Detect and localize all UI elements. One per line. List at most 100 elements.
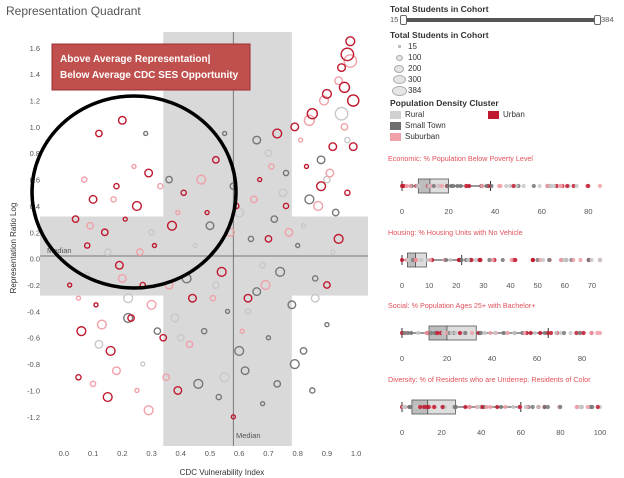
data-point[interactable] bbox=[325, 168, 335, 178]
slider-handle-max[interactable] bbox=[594, 15, 601, 25]
boxplot-point[interactable] bbox=[484, 183, 489, 189]
data-point[interactable] bbox=[234, 345, 245, 357]
boxplot-point[interactable] bbox=[498, 183, 503, 189]
data-point[interactable] bbox=[306, 108, 319, 120]
data-point[interactable] bbox=[331, 208, 340, 217]
data-point[interactable] bbox=[334, 76, 344, 86]
data-point[interactable] bbox=[249, 195, 258, 204]
boxplot-point[interactable] bbox=[459, 257, 464, 263]
boxplot-point[interactable] bbox=[409, 330, 414, 336]
data-point[interactable] bbox=[270, 215, 279, 224]
data-point[interactable] bbox=[273, 379, 282, 388]
boxplot-point[interactable] bbox=[521, 183, 526, 189]
data-point[interactable] bbox=[318, 95, 330, 106]
data-point[interactable] bbox=[123, 312, 134, 324]
boxplot-point[interactable] bbox=[511, 183, 516, 189]
boxplot-point[interactable] bbox=[429, 330, 434, 336]
boxplot-point[interactable] bbox=[558, 330, 563, 336]
boxplot-point[interactable] bbox=[540, 257, 546, 263]
boxplot-point[interactable] bbox=[545, 183, 550, 189]
data-point[interactable] bbox=[252, 287, 262, 297]
data-point[interactable] bbox=[176, 333, 185, 342]
boxplot-point[interactable] bbox=[458, 183, 463, 189]
boxplot-point[interactable] bbox=[530, 257, 536, 263]
boxplot-point[interactable] bbox=[597, 257, 603, 263]
data-point[interactable] bbox=[89, 380, 97, 388]
boxplot-point[interactable] bbox=[428, 257, 433, 263]
boxplot-point[interactable] bbox=[488, 330, 493, 336]
boxplot-point[interactable] bbox=[574, 404, 579, 410]
boxplot-point[interactable] bbox=[487, 257, 492, 263]
data-point[interactable] bbox=[278, 188, 288, 198]
boxplot-point[interactable] bbox=[586, 183, 591, 189]
data-point[interactable] bbox=[259, 261, 266, 269]
boxplot-point[interactable] bbox=[444, 257, 449, 263]
data-point[interactable] bbox=[303, 163, 310, 170]
boxplot-point[interactable] bbox=[399, 257, 405, 263]
data-point[interactable] bbox=[113, 182, 120, 190]
boxplot-point[interactable] bbox=[401, 183, 406, 189]
boxplot-point[interactable] bbox=[448, 257, 453, 263]
data-point[interactable] bbox=[290, 122, 300, 132]
data-point[interactable] bbox=[346, 94, 360, 107]
data-point[interactable] bbox=[180, 189, 187, 197]
boxplot-point[interactable] bbox=[577, 330, 582, 336]
data-point[interactable] bbox=[117, 115, 127, 125]
boxplot-point[interactable] bbox=[532, 330, 538, 336]
boxplot-point[interactable] bbox=[571, 183, 576, 189]
data-point[interactable] bbox=[240, 366, 250, 376]
data-point[interactable] bbox=[187, 293, 197, 303]
boxplot-point[interactable] bbox=[478, 330, 483, 336]
boxplot-point[interactable] bbox=[585, 404, 590, 410]
boxplot-point[interactable] bbox=[402, 330, 407, 336]
boxplot-point[interactable] bbox=[549, 183, 554, 189]
data-point[interactable] bbox=[96, 319, 107, 330]
boxplot-point[interactable] bbox=[536, 404, 541, 410]
data-point[interactable] bbox=[303, 114, 316, 126]
data-point[interactable] bbox=[323, 281, 331, 289]
boxplot-point[interactable] bbox=[501, 330, 506, 336]
boxplot-point[interactable] bbox=[417, 404, 423, 410]
boxplot-point[interactable] bbox=[571, 257, 576, 263]
data-point[interactable] bbox=[131, 200, 143, 212]
data-point[interactable] bbox=[299, 347, 308, 355]
boxplot-point[interactable] bbox=[498, 404, 504, 410]
boxplot-point[interactable] bbox=[482, 330, 487, 336]
data-point[interactable] bbox=[247, 235, 255, 243]
data-point[interactable] bbox=[204, 209, 210, 216]
data-point[interactable] bbox=[86, 221, 95, 230]
data-point[interactable] bbox=[297, 137, 304, 143]
boxplot-point[interactable] bbox=[464, 183, 469, 189]
boxplot-point[interactable] bbox=[531, 183, 536, 189]
boxplot-point[interactable] bbox=[478, 257, 483, 263]
data-point[interactable] bbox=[324, 321, 330, 328]
data-point[interactable] bbox=[340, 47, 355, 62]
legend-item-urban[interactable]: Urban bbox=[488, 110, 525, 119]
data-point[interactable] bbox=[205, 221, 215, 231]
data-point[interactable] bbox=[159, 333, 168, 342]
data-point[interactable] bbox=[275, 266, 286, 277]
boxplot-point[interactable] bbox=[463, 330, 468, 336]
boxplot-point[interactable] bbox=[467, 404, 472, 410]
boxplot-point[interactable] bbox=[443, 330, 449, 336]
scatter-plot[interactable]: 1.6 1.4 1.2 1.0 0.8 0.6 0.4 0.2 0.0 -0.2 -0.4 -0.6 -… bbox=[0, 20, 380, 478]
boxplot-point[interactable] bbox=[597, 183, 603, 189]
boxplot-point[interactable] bbox=[449, 330, 454, 336]
data-point[interactable] bbox=[157, 182, 164, 190]
boxplot-point[interactable] bbox=[509, 257, 514, 263]
data-point[interactable] bbox=[94, 339, 104, 349]
legend-item-suburban[interactable]: Suburban bbox=[390, 132, 440, 141]
boxplot-point[interactable] bbox=[517, 404, 522, 410]
data-point[interactable] bbox=[284, 227, 294, 237]
data-point[interactable] bbox=[103, 248, 112, 256]
boxplot-point[interactable] bbox=[488, 404, 493, 410]
data-point[interactable] bbox=[142, 130, 149, 137]
data-point[interactable] bbox=[88, 194, 98, 204]
data-point[interactable] bbox=[140, 361, 146, 367]
boxplot-point[interactable] bbox=[408, 183, 413, 189]
boxplot-point[interactable] bbox=[424, 404, 429, 410]
data-point[interactable] bbox=[224, 308, 231, 315]
data-point[interactable] bbox=[313, 200, 324, 212]
data-point[interactable] bbox=[117, 273, 127, 283]
data-point[interactable] bbox=[344, 136, 351, 144]
